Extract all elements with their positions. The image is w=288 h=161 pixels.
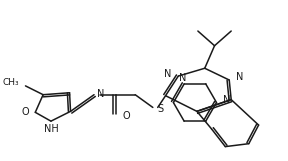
Text: N: N [223,95,231,105]
Text: CH₃: CH₃ [2,78,19,87]
Text: S: S [158,104,164,114]
Text: N: N [179,73,186,83]
Text: N: N [236,72,243,82]
Text: O: O [122,111,130,121]
Text: N: N [97,89,104,99]
Text: N: N [164,69,171,79]
Text: O: O [22,107,29,117]
Text: NH: NH [43,124,58,134]
